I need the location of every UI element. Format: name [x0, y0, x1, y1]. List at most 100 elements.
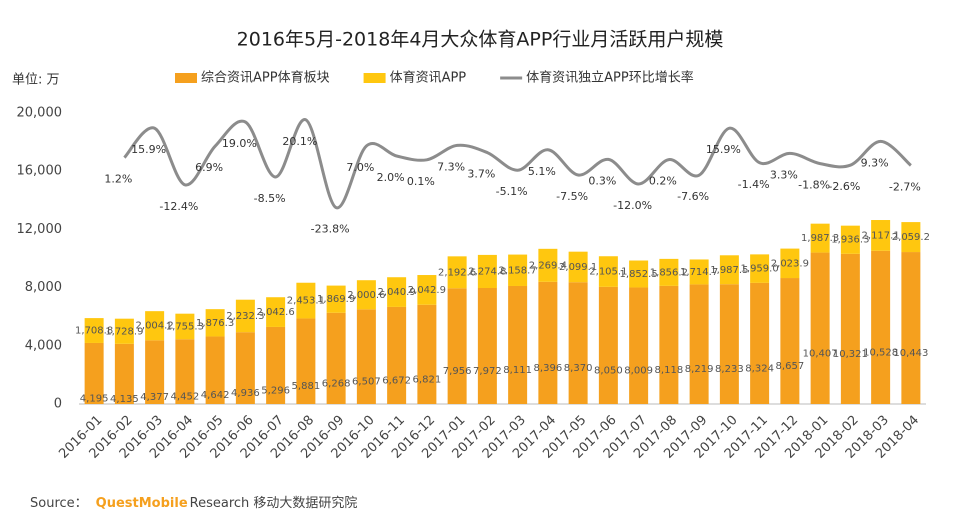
bar [205, 336, 225, 404]
source-rest: Research 移动大数据研究院 [190, 496, 358, 511]
value-label: 2,023.9 [771, 258, 809, 269]
legend-swatch [363, 73, 386, 83]
value-label: 2,099.1 [559, 262, 597, 273]
line-label: -7.6% [677, 190, 709, 203]
legend-label: 综合资讯APP体育板块 [201, 70, 330, 86]
value-label: 1,876.3 [196, 318, 234, 329]
bar [387, 306, 407, 404]
line-label: 0.1% [407, 175, 435, 188]
bar [417, 275, 437, 305]
bar [871, 250, 891, 404]
bar [568, 282, 588, 404]
value-label: 7,972 [473, 366, 502, 377]
bar [810, 223, 830, 253]
bar [84, 318, 104, 343]
line-label: -23.8% [311, 223, 350, 236]
line-label: -2.7% [889, 180, 921, 193]
value-label: 2,192.6 [438, 267, 476, 278]
value-label: 4,135 [110, 394, 139, 405]
bar [114, 343, 134, 404]
value-label: 10,443 [893, 348, 928, 359]
value-label: 10,407 [803, 348, 838, 359]
value-label: 1,755.3 [166, 321, 204, 332]
line [123, 118, 912, 210]
bar [145, 340, 165, 404]
bar [719, 255, 739, 285]
bar [175, 313, 195, 340]
value-label: 4,377 [140, 392, 169, 403]
bar [356, 309, 376, 404]
line-label: 0.3% [588, 174, 616, 187]
value-label: 8,111 [503, 365, 532, 376]
value-label: 1,987.3 [801, 233, 839, 244]
bar [205, 309, 225, 337]
bar [659, 258, 679, 286]
bar [840, 225, 860, 254]
line-label: 1.2% [104, 173, 132, 186]
bar [84, 342, 104, 404]
bar [266, 297, 286, 327]
y-tick-label: 8,000 [25, 280, 62, 295]
bar [235, 332, 255, 404]
bar [326, 285, 346, 313]
line-label: 3.3% [770, 168, 798, 181]
line-label: 0.2% [649, 175, 677, 188]
bar [508, 254, 528, 286]
line-label: 6.9% [195, 161, 223, 174]
value-label: 8,118 [655, 365, 684, 376]
value-label: 2,040.9 [378, 287, 416, 298]
bar [568, 251, 588, 283]
line-label: 9.3% [861, 156, 889, 169]
bar [810, 252, 830, 404]
legend-label: 体育资讯APP [390, 70, 467, 86]
line-label: 7.3% [437, 160, 465, 173]
value-label: 4,195 [80, 393, 109, 404]
bar [598, 256, 618, 287]
value-label: 1,714.7 [680, 267, 718, 278]
bar [477, 254, 497, 289]
bar [235, 299, 255, 333]
value-label: 2,158.7 [499, 265, 537, 276]
value-label: 1,852.5 [620, 269, 658, 280]
value-label: 8,657 [776, 361, 805, 372]
source-prefix: Source： [30, 496, 88, 511]
line-label: -7.5% [556, 190, 588, 203]
value-label: 2,105.1 [589, 267, 627, 278]
line-label: 5.1% [528, 165, 556, 178]
unit-label: 单位: 万 [12, 73, 60, 88]
bar [477, 288, 497, 404]
bar [447, 288, 467, 404]
line-label: 20.1% [282, 135, 317, 148]
value-label: 1,869.9 [317, 294, 355, 305]
chart-title: 2016年5月-2018年4月大众体育APP行业月活跃用户规模 [237, 29, 724, 51]
value-label: 1,987.5 [710, 265, 748, 276]
bar [296, 318, 316, 404]
line-label: -8.5% [254, 192, 286, 205]
value-label: 2,004.2 [136, 321, 174, 332]
bar [356, 280, 376, 310]
value-label: 6,507 [352, 377, 381, 388]
bar [689, 284, 709, 404]
value-label: 1,959.0 [741, 264, 779, 275]
source: Source： QuestMobile Research 移动大数据研究院 [30, 496, 357, 511]
bar [598, 286, 618, 404]
value-label: 10,321 [833, 349, 868, 360]
bar [780, 248, 800, 279]
y-tick-label: 20,000 [17, 106, 63, 121]
value-label: 8,009 [624, 366, 653, 377]
line-label: -12.0% [613, 199, 652, 212]
bar [901, 222, 921, 253]
bar [145, 311, 165, 341]
line-label: -12.4% [159, 200, 198, 213]
value-label: 8,233 [715, 364, 744, 375]
y-tick-label: 16,000 [17, 164, 63, 179]
value-label: 6,268 [322, 378, 351, 389]
bar [780, 278, 800, 404]
y-tick-label: 12,000 [17, 222, 63, 237]
bar [538, 248, 558, 282]
line-label: 7.0% [346, 161, 374, 174]
line-label: -1.4% [738, 178, 770, 191]
value-label: 8,219 [685, 364, 714, 375]
bar [719, 284, 739, 404]
value-label: 6,672 [382, 375, 411, 386]
